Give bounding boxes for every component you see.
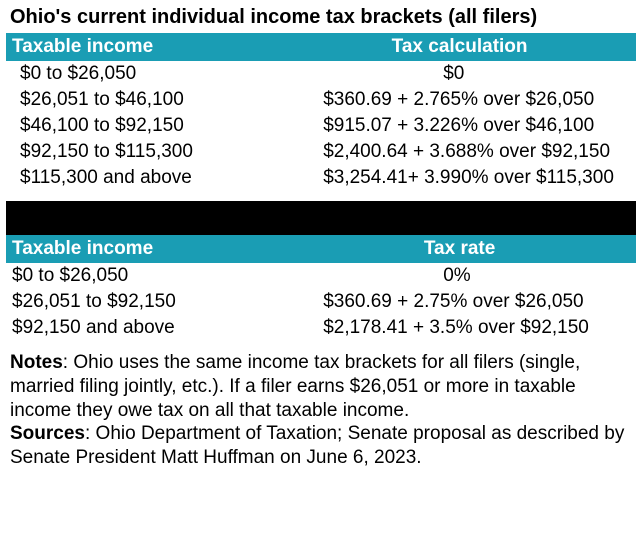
notes-text: : Ohio uses the same income tax brackets… bbox=[10, 352, 580, 421]
page-title: Ohio's current individual income tax bra… bbox=[6, 4, 636, 33]
notes-block: Notes: Ohio uses the same income tax bra… bbox=[6, 341, 636, 470]
cell-income: $92,150 and above bbox=[6, 315, 283, 341]
col-header-rate: Tax rate bbox=[283, 235, 636, 263]
table-row: $26,051 to $92,150 $360.69 + 2.75% over … bbox=[6, 289, 636, 315]
notes-label: Notes bbox=[10, 352, 63, 373]
cell-income: $92,150 to $115,300 bbox=[6, 139, 283, 165]
table-row: $26,051 to $46,100 $360.69 + 2.765% over… bbox=[6, 87, 636, 113]
cell-income: $0 to $26,050 bbox=[6, 61, 283, 87]
cell-calc: $3,254.41+ 3.990% over $115,300 bbox=[283, 165, 636, 191]
cell-calc: $0 bbox=[283, 61, 636, 87]
table-row: $92,150 and above $2,178.41 + 3.5% over … bbox=[6, 315, 636, 341]
sources-text: : Ohio Department of Taxation; Senate pr… bbox=[10, 423, 624, 468]
proposal-brackets-table: Taxable income Tax rate $0 to $26,050 0%… bbox=[6, 235, 636, 341]
table-row: $0 to $26,050 0% bbox=[6, 263, 636, 289]
table-row: $0 to $26,050 $0 bbox=[6, 61, 636, 87]
table-row: $46,100 to $92,150 $915.07 + 3.226% over… bbox=[6, 113, 636, 139]
cell-rate: $2,178.41 + 3.5% over $92,150 bbox=[283, 315, 636, 341]
cell-income: $0 to $26,050 bbox=[6, 263, 283, 289]
cell-calc: $915.07 + 3.226% over $46,100 bbox=[283, 113, 636, 139]
sources-label: Sources bbox=[10, 423, 85, 444]
cell-rate: 0% bbox=[283, 263, 636, 289]
table-header-row: Taxable income Tax rate bbox=[6, 235, 636, 263]
col-header-income: Taxable income bbox=[6, 33, 283, 61]
cell-income: $26,051 to $92,150 bbox=[6, 289, 283, 315]
table-row: $92,150 to $115,300 $2,400.64 + 3.688% o… bbox=[6, 139, 636, 165]
title-bar-proposal bbox=[6, 201, 636, 235]
cell-income: $46,100 to $92,150 bbox=[6, 113, 283, 139]
table-row: $115,300 and above $3,254.41+ 3.990% ove… bbox=[6, 165, 636, 191]
cell-income: $115,300 and above bbox=[6, 165, 283, 191]
col-header-calc: Tax calculation bbox=[283, 33, 636, 61]
cell-income: $26,051 to $46,100 bbox=[6, 87, 283, 113]
col-header-income: Taxable income bbox=[6, 235, 283, 263]
tax-brackets-infographic: Ohio's current individual income tax bra… bbox=[0, 0, 642, 474]
table-header-row: Taxable income Tax calculation bbox=[6, 33, 636, 61]
current-brackets-table: Taxable income Tax calculation $0 to $26… bbox=[6, 33, 636, 191]
cell-calc: $360.69 + 2.765% over $26,050 bbox=[283, 87, 636, 113]
cell-rate: $360.69 + 2.75% over $26,050 bbox=[283, 289, 636, 315]
cell-calc: $2,400.64 + 3.688% over $92,150 bbox=[283, 139, 636, 165]
